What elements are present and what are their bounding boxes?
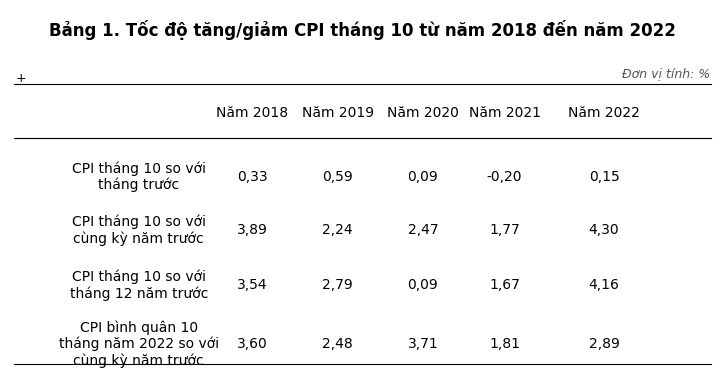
Text: CPI tháng 10 so với
cùng kỳ năm trước: CPI tháng 10 so với cùng kỳ năm trước	[72, 214, 206, 246]
Text: 0,15: 0,15	[589, 170, 619, 184]
Text: 0,09: 0,09	[407, 278, 439, 292]
Text: 2,24: 2,24	[323, 223, 353, 237]
Text: 4,30: 4,30	[589, 223, 619, 237]
Text: 3,54: 3,54	[237, 278, 268, 292]
Text: 0,33: 0,33	[237, 170, 268, 184]
Text: Năm 2021: Năm 2021	[468, 106, 541, 119]
Text: 1,81: 1,81	[489, 337, 520, 351]
Text: 3,71: 3,71	[407, 337, 439, 351]
Text: Năm 2018: Năm 2018	[216, 106, 289, 119]
Text: Đơn vị tính: %: Đơn vị tính: %	[622, 68, 710, 81]
Text: +: +	[16, 72, 26, 85]
Text: 2,47: 2,47	[407, 223, 438, 237]
Text: Bảng 1. Tốc độ tăng/giảm CPI tháng 10 từ năm 2018 đến năm 2022: Bảng 1. Tốc độ tăng/giảm CPI tháng 10 từ…	[49, 20, 676, 40]
Text: CPI tháng 10 so với
tháng trước: CPI tháng 10 so với tháng trước	[72, 161, 206, 193]
Text: 2,48: 2,48	[322, 337, 353, 351]
Text: 3,89: 3,89	[237, 223, 268, 237]
Text: 3,60: 3,60	[237, 337, 268, 351]
Text: Năm 2022: Năm 2022	[568, 106, 640, 119]
Text: -0,20: -0,20	[487, 170, 522, 184]
Text: 2,79: 2,79	[322, 278, 353, 292]
Text: CPI tháng 10 so với
tháng 12 năm trước: CPI tháng 10 so với tháng 12 năm trước	[70, 270, 208, 301]
Text: CPI bình quân 10
tháng năm 2022 so với
cùng kỳ năm trước: CPI bình quân 10 tháng năm 2022 so với c…	[59, 320, 219, 368]
Text: Năm 2020: Năm 2020	[387, 106, 459, 119]
Text: Năm 2019: Năm 2019	[302, 106, 373, 119]
Text: 2,89: 2,89	[589, 337, 619, 351]
Text: 4,16: 4,16	[589, 278, 619, 292]
Text: 0,59: 0,59	[322, 170, 353, 184]
Text: 1,77: 1,77	[489, 223, 520, 237]
Text: 1,67: 1,67	[489, 278, 520, 292]
Text: 0,09: 0,09	[407, 170, 439, 184]
